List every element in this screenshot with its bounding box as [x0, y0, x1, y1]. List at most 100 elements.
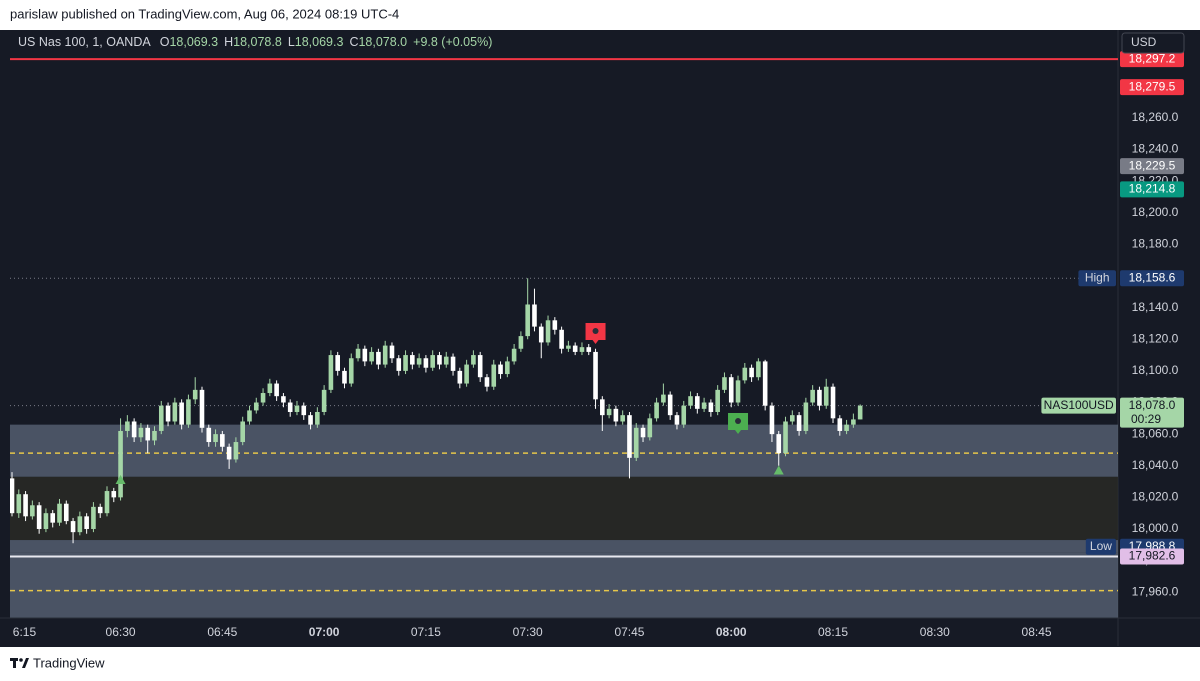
- candle-body: [125, 421, 130, 431]
- candle-body: [131, 421, 137, 438]
- candle-body: [667, 394, 673, 416]
- candle-body: [586, 347, 592, 352]
- overlay-layer: 17,960.017,980.018,000.018,020.018,040.0…: [13, 51, 1184, 639]
- y-tick-label: 17,960.0: [1132, 584, 1179, 598]
- zone: [10, 476, 1118, 541]
- candle-body: [165, 405, 171, 422]
- legend-change: +9.8 (+0.05%): [413, 35, 492, 49]
- candle-body: [559, 329, 564, 349]
- candle-body: [627, 415, 632, 458]
- legend-key: O: [160, 35, 170, 49]
- candle-body: [348, 358, 354, 384]
- candle-body: [260, 393, 266, 403]
- candle-body: [552, 320, 558, 330]
- header-bar: [0, 0, 1200, 30]
- candle-body: [36, 505, 42, 529]
- x-tick-label: 08:30: [920, 625, 950, 639]
- price-tag-box: [1085, 538, 1116, 555]
- candle-body: [728, 377, 734, 403]
- candle-body: [192, 389, 198, 400]
- candle-body: [77, 516, 83, 533]
- candle-body: [735, 380, 741, 403]
- candle-body: [443, 356, 449, 365]
- candle-body: [10, 478, 15, 514]
- countdown: 00:29: [1131, 412, 1161, 426]
- price-label: 18,158.6: [1129, 270, 1176, 284]
- y-tick-label: 18,120.0: [1132, 331, 1179, 345]
- candle-body: [355, 348, 361, 359]
- price-label-box: [1120, 397, 1184, 428]
- candle-body: [410, 355, 415, 365]
- candle-body: [274, 383, 279, 397]
- price-label: 18,297.2: [1129, 51, 1176, 65]
- candle-body: [803, 402, 809, 431]
- candle-body: [810, 389, 815, 403]
- candle-body: [837, 418, 843, 431]
- candle-body: [186, 399, 191, 425]
- x-tick-label: 06:45: [207, 625, 237, 639]
- candle-body: [220, 434, 225, 447]
- candle-body: [511, 348, 517, 362]
- x-tick-label: 08:15: [818, 625, 848, 639]
- candle-body: [688, 396, 693, 406]
- candle-body: [823, 386, 829, 406]
- candle-body: [369, 351, 374, 362]
- price-label-box: [1120, 270, 1184, 287]
- price-label-box: [1120, 79, 1184, 96]
- candle-body: [226, 446, 232, 460]
- candle-body: [776, 434, 782, 454]
- x-tick-label: 06:30: [106, 625, 136, 639]
- candle-body: [606, 408, 612, 416]
- candle-body: [179, 402, 184, 425]
- candle-body: [253, 402, 259, 411]
- candle-body: [267, 383, 273, 394]
- candle-body: [416, 358, 422, 365]
- price-label: 18,214.8: [1129, 182, 1176, 196]
- candle-body: [111, 491, 117, 498]
- footer-brand: TradingView: [33, 655, 105, 670]
- x-tick-label: 07:15: [411, 625, 441, 639]
- candle-body: [464, 364, 469, 384]
- candle-body: [525, 304, 530, 337]
- candle-body: [450, 356, 456, 371]
- candle-body: [172, 402, 178, 422]
- zone: [10, 424, 1118, 477]
- signal-triangle: [773, 465, 784, 475]
- candle-body: [430, 355, 435, 368]
- candle-body: [23, 494, 28, 517]
- candle-body: [756, 361, 761, 378]
- legend-value: 18,078.0: [358, 35, 407, 49]
- footer-logo: [10, 658, 29, 668]
- candle-body: [654, 402, 659, 419]
- candle-body: [152, 430, 157, 441]
- y-tick-label: 18,020.0: [1132, 490, 1179, 504]
- zone: [10, 552, 1118, 618]
- candle-body: [30, 505, 35, 517]
- price-label-box: [1120, 548, 1184, 565]
- candle-body: [762, 361, 768, 406]
- x-tick-label: 07:00: [309, 625, 340, 639]
- candle-body: [145, 427, 151, 441]
- candle-body: [749, 367, 754, 378]
- candle-body: [661, 394, 666, 403]
- candle-body: [566, 345, 571, 349]
- candle-body: [287, 402, 293, 412]
- y-tick-label: 18,040.0: [1132, 458, 1179, 472]
- legend-value: 18,069.3: [169, 35, 218, 49]
- candle-body: [84, 516, 89, 529]
- candle-body: [104, 491, 110, 514]
- y-tick-label: 18,060.0: [1132, 426, 1179, 440]
- x-tick-label: 07:45: [614, 625, 644, 639]
- candle-body: [491, 364, 497, 387]
- legend-key: H: [224, 35, 233, 49]
- candle-body: [790, 415, 795, 422]
- candle-body: [437, 355, 442, 365]
- candle-body: [247, 410, 252, 422]
- candle-body: [600, 399, 605, 416]
- candle-body: [308, 415, 313, 425]
- footer-bar: [0, 647, 1200, 681]
- currency-label[interactable]: USD: [1131, 35, 1157, 49]
- currency-button[interactable]: [1121, 32, 1185, 54]
- candle-body: [722, 377, 727, 390]
- price-tag: Low: [1090, 539, 1112, 553]
